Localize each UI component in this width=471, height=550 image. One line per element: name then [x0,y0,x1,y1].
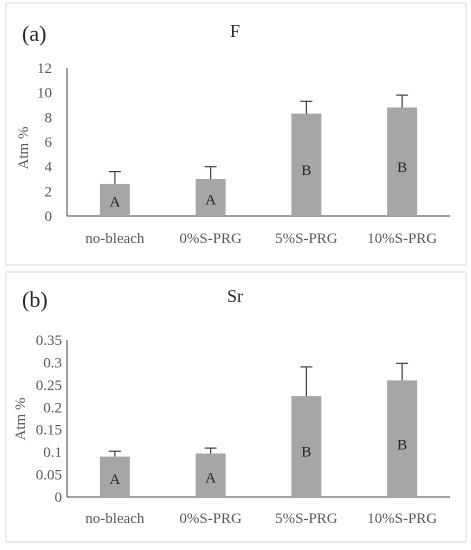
chart-title: F [230,21,240,41]
y-tick-label: 2 [45,184,53,200]
x-tick-label: no-bleach [85,511,145,527]
bar-label: B [301,163,311,179]
y-tick-label: 4 [45,160,53,176]
bar [387,107,418,216]
x-tick-label: 10%S-PRG [367,511,437,527]
bar [195,453,226,497]
y-tick-label: 0.25 [36,378,62,394]
y-tick-label: 0.15 [36,423,62,439]
y-tick-label: 6 [45,135,53,151]
bar-label: B [397,438,407,454]
x-tick-label: 10%S-PRG [367,231,437,247]
y-tick-label: 8 [45,110,53,126]
x-tick-label: 5%S-PRG [275,511,338,527]
y-tick-label: 10 [37,86,52,102]
y-tick-label: 12 [37,61,52,77]
y-tick-label: 0.3 [43,355,62,371]
bar [99,183,130,216]
chart-panel-b: (b) Sr Atm % 0 0.05 0.1 0.15 0.2 0.25 0.3 0.35 Ano-… [5,271,467,543]
bar [387,380,418,497]
panel-label: (b) [22,287,48,312]
y-axis-label: Atm % [13,398,29,441]
bar-label: A [109,472,120,488]
x-tick-label: no-bleach [85,231,145,247]
y-axis-label: Atm % [16,127,32,170]
y-tick-label: 0.05 [36,468,62,484]
bar-label: B [301,445,311,461]
bar [291,396,322,497]
bar-label: B [397,160,407,176]
bar [291,113,322,216]
bar-label: A [205,192,216,208]
y-tick-label: 0.1 [43,445,62,461]
bar [99,456,130,497]
y-tick-label: 0 [55,490,63,506]
x-tick-label: 0%S-PRG [179,231,242,247]
bar-label: A [109,195,120,211]
chart-title: Sr [227,286,243,306]
y-tick-label: 0.2 [43,400,62,416]
chart-panel-a: (a) F Atm % 0 2 4 6 8 10 12 Ano-bleach A 0%S-PRG B 5%S… [5,2,467,266]
x-tick-label: 5%S-PRG [275,231,338,247]
y-tick-label: 0.35 [36,333,62,349]
panel-label: (a) [22,21,46,46]
bar [195,179,226,216]
bar-label: A [205,470,216,486]
y-tick-label: 0 [45,209,53,225]
x-tick-label: 0%S-PRG [179,511,242,527]
